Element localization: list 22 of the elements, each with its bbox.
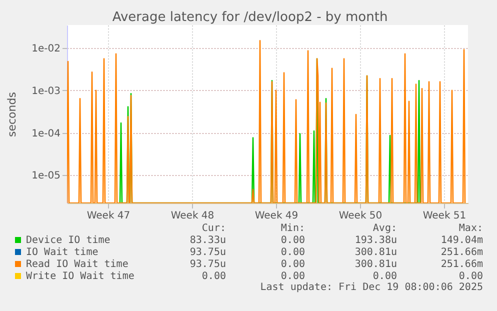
- text: Last update: Fri Dec 19 08:00:06 2025: [260, 282, 483, 293]
- text: 83.33u 0.00 193.38u 149.04m: [190, 235, 483, 246]
- y-tick-label: 1e-05: [32, 170, 60, 182]
- legend-label: Write IO Wait time: [26, 271, 134, 282]
- y-tick-label: 1e-02: [32, 44, 60, 55]
- x-tick-label: Week 50: [338, 210, 382, 222]
- x-tick-label: Week 49: [254, 210, 298, 222]
- legend-label: Read IO Wait time: [26, 259, 128, 270]
- y-tick-label: 1e-04: [32, 128, 60, 140]
- text: 93.75u 0.00 300.81u 251.66m: [190, 259, 483, 270]
- legend-label: Device IO time: [26, 235, 110, 246]
- text: 0.00 0.00 0.00 0.00: [202, 271, 483, 282]
- x-tick-label: Week 48: [170, 210, 214, 222]
- line-series: [67, 40, 466, 203]
- text: Cur: Min: Avg: Max:: [202, 223, 483, 234]
- x-tick-label: Week 47: [86, 210, 130, 222]
- legend-label: IO Wait time: [26, 247, 98, 258]
- y-axis-title: seconds: [6, 92, 19, 137]
- x-tick-label: Week 51: [422, 210, 466, 222]
- chart-title: Average latency for /dev/loop2 - by month: [112, 10, 388, 25]
- text: 93.75u 0.00 300.81u 251.66m: [190, 247, 483, 258]
- y-tick-label: 1e-03: [32, 86, 60, 97]
